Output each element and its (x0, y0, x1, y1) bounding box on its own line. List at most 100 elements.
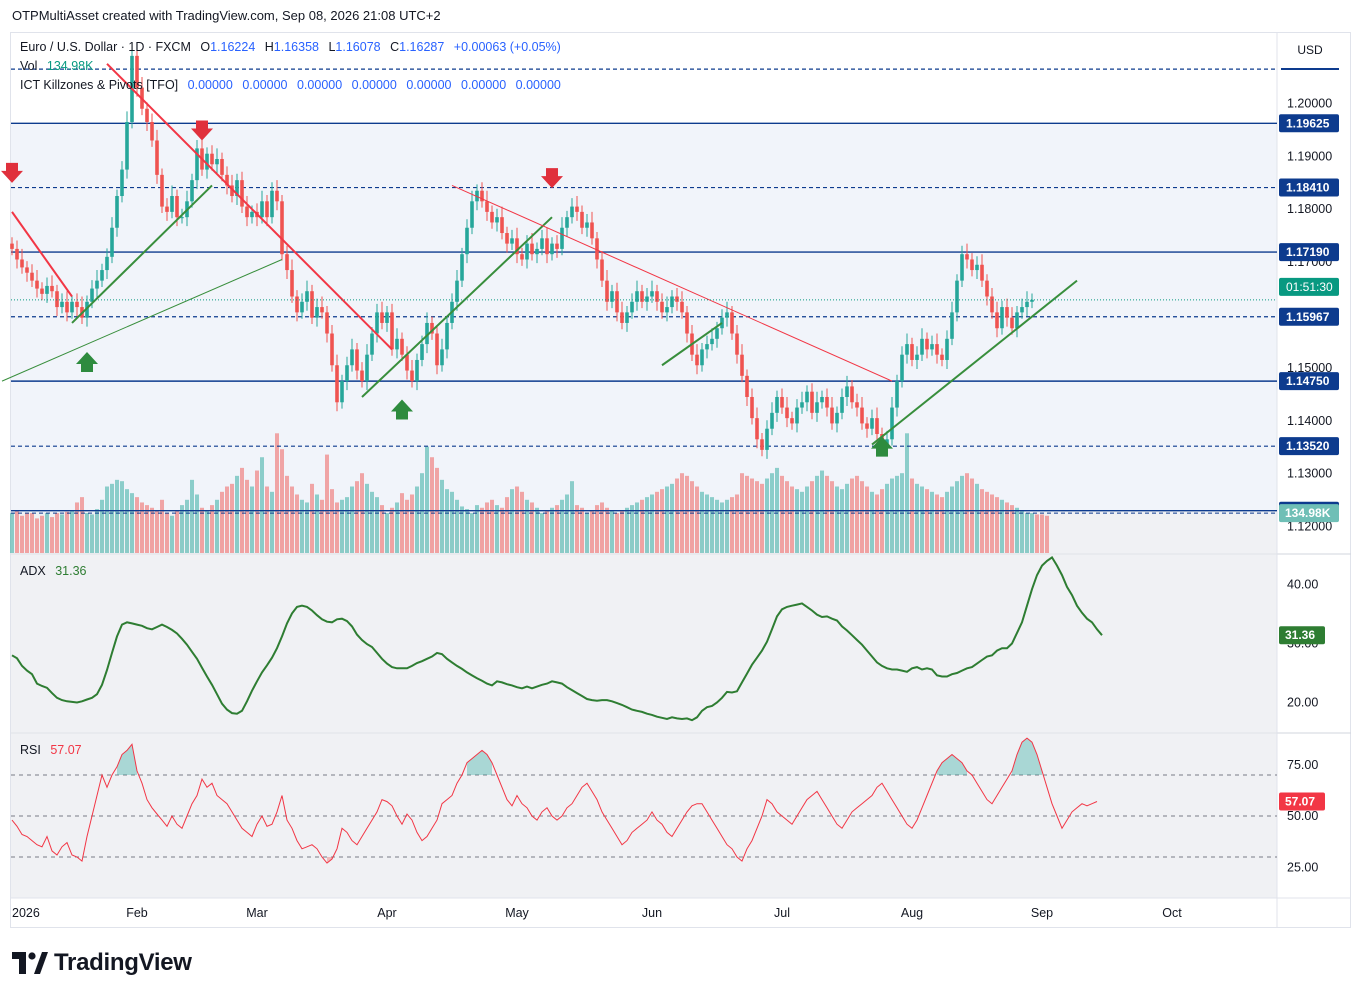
ict-value-1: 0.00000 (187, 78, 233, 92)
rsi-overbought-fill (937, 754, 967, 775)
legend-symbol[interactable]: Euro / U.S. Dollar · 1D · FXCM (20, 40, 191, 54)
volume-bar (720, 502, 724, 553)
rsi-label[interactable]: RSI (20, 743, 41, 757)
volume-bar (795, 489, 799, 553)
volume-bar (645, 497, 649, 553)
candle-body (755, 418, 759, 440)
legend-c-label: C (390, 40, 400, 54)
candle-body (835, 412, 839, 424)
candle-body (740, 354, 744, 376)
volume-bar (170, 515, 174, 553)
candle-body (935, 344, 939, 355)
legend-l-label: L (328, 40, 336, 54)
candle-body (730, 312, 734, 334)
currency-button[interactable]: USD (1297, 43, 1323, 57)
candle-body (165, 206, 169, 212)
candle-body (520, 254, 524, 260)
volume-bar (355, 481, 359, 553)
candle-body (900, 354, 904, 382)
volume-bar (235, 475, 239, 553)
ict-value-3: 0.00000 (296, 78, 343, 92)
candle-body (270, 190, 274, 218)
volume-bar (550, 507, 554, 553)
volume-bar (215, 499, 219, 553)
volume-bar (800, 491, 804, 553)
candle-body (425, 322, 429, 345)
volume-bar (675, 478, 679, 553)
legend-change: +0.00063 (+0.05%) (453, 40, 561, 54)
candle-body (305, 291, 309, 302)
trend-line (451, 184, 893, 382)
candle-body (655, 291, 659, 302)
volume-bar (425, 446, 429, 553)
legend-o: 1.16224 (210, 40, 256, 54)
volume-bar (670, 483, 674, 553)
candle-body (480, 190, 484, 202)
volume-bar (935, 494, 939, 553)
brand-name[interactable]: TradingView (54, 949, 192, 976)
candle-body (1005, 307, 1009, 318)
trend-line (106, 63, 393, 351)
candle-body (125, 121, 129, 170)
level-badge-label: 1.17190 (1286, 245, 1330, 259)
volume-bar (330, 489, 334, 553)
candle-body (410, 370, 414, 382)
candle-body (560, 227, 564, 249)
candle-body (685, 312, 689, 334)
volume-bar (480, 507, 484, 553)
candle-body (500, 217, 504, 234)
candle-body (210, 153, 214, 165)
volume-bar (370, 491, 374, 553)
level-badge (1279, 178, 1339, 197)
candle-body (235, 180, 239, 197)
candle-body (665, 307, 669, 313)
candle-body (945, 338, 949, 360)
candle-body (400, 338, 404, 355)
adx-tick-label: 20.00 (1287, 696, 1318, 710)
legend-h-label: H (264, 40, 274, 54)
ict-label[interactable]: ICT Killzones & Pivots [TFO] (20, 78, 179, 92)
level-badge-label: 1.15967 (1286, 310, 1330, 324)
candle-body (10, 243, 14, 249)
candle-body (980, 264, 984, 281)
volume-bar (490, 499, 494, 553)
candle-body (610, 291, 614, 302)
candle-body (760, 439, 764, 450)
volume-bar (610, 510, 614, 553)
vol-label[interactable]: Vol (20, 59, 38, 73)
adx-line (11, 555, 1103, 722)
candle-body (990, 296, 994, 313)
volume-bar (850, 478, 854, 553)
volume-bar (255, 470, 259, 553)
time-tick-label: 2026 (12, 906, 40, 920)
candle-body (465, 227, 469, 255)
candle-body (440, 349, 444, 366)
time-tick-label: Jul (774, 906, 790, 920)
ict-value-7: 0.00000 (515, 78, 561, 92)
adx-label[interactable]: ADX (20, 564, 46, 578)
volume-bar (820, 470, 824, 553)
candle-body (750, 396, 754, 419)
volume-bar (595, 505, 599, 553)
volume-bar (410, 494, 414, 553)
volume-bar (730, 497, 734, 553)
candle-body (680, 301, 684, 313)
candle-body (350, 349, 354, 366)
volume-bar (520, 491, 524, 553)
adx-legend: ADX 31.36 (20, 564, 86, 578)
volume-bar (840, 489, 844, 553)
volume-bar (660, 489, 664, 553)
volume-bar (905, 433, 909, 553)
candle-body (435, 333, 439, 366)
candle-body (335, 365, 339, 403)
volume-bar (945, 491, 949, 553)
volume-bar (950, 486, 954, 553)
volume-bar (605, 507, 609, 553)
candle-body (910, 344, 914, 360)
volume-bar (995, 497, 999, 553)
volume-bar (125, 489, 129, 553)
volume-bar (415, 486, 419, 553)
candle-body (815, 402, 819, 413)
arrow-up-icon (76, 351, 98, 372)
